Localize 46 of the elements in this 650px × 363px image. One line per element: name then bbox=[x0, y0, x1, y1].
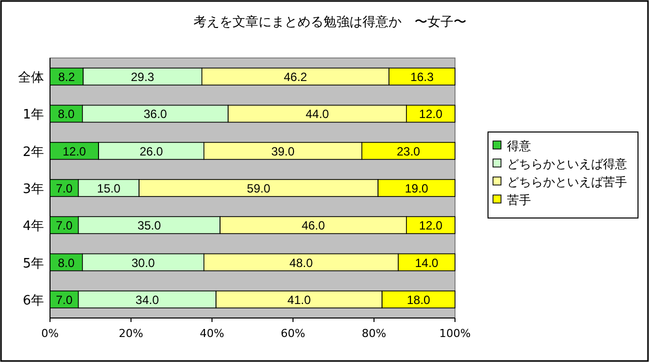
data-label: 48.0 bbox=[289, 256, 314, 270]
data-label: 12.0 bbox=[419, 107, 443, 122]
x-tick-label: 60% bbox=[280, 327, 306, 340]
y-tick-label: 5年 bbox=[22, 256, 44, 272]
data-label: 7.0 bbox=[56, 218, 73, 233]
data-label: 59.0 bbox=[246, 182, 271, 196]
data-label: 44.0 bbox=[306, 107, 330, 122]
legend-label: 苦手 bbox=[507, 193, 531, 207]
data-label: 8.0 bbox=[58, 256, 75, 270]
y-tick-label: 6年 bbox=[22, 293, 44, 308]
data-label: 12.0 bbox=[62, 144, 86, 158]
legend-label: どちらかといえば得意 bbox=[507, 157, 627, 171]
y-tick-label: 4年 bbox=[22, 219, 44, 234]
data-label: 26.0 bbox=[140, 144, 164, 158]
data-label: 35.0 bbox=[138, 218, 162, 233]
data-label: 46.0 bbox=[302, 218, 326, 233]
legend-label: 得意 bbox=[507, 139, 531, 153]
data-label: 30.0 bbox=[131, 256, 156, 270]
data-label: 46.2 bbox=[284, 70, 308, 84]
y-tick-label: 全体 bbox=[18, 70, 44, 86]
x-tick-label: 80% bbox=[362, 327, 386, 340]
y-tick-label: 3年 bbox=[22, 182, 44, 197]
data-label: 8.2 bbox=[58, 70, 76, 84]
x-tick-label: 40% bbox=[200, 327, 224, 340]
data-label: 14.0 bbox=[414, 256, 439, 270]
data-label: 34.0 bbox=[136, 292, 160, 307]
y-tick-label: 1年 bbox=[22, 108, 44, 123]
data-label: 39.0 bbox=[271, 144, 295, 158]
data-label: 19.0 bbox=[404, 182, 429, 196]
data-label: 12.0 bbox=[419, 218, 443, 233]
legend-label: どちらかといえば苦手 bbox=[507, 175, 627, 189]
data-label: 16.3 bbox=[410, 70, 434, 84]
data-label: 8.0 bbox=[58, 107, 75, 122]
data-label: 15.0 bbox=[97, 182, 121, 196]
chart-title: 考えを文章にまとめる勉強は得意か 〜女子〜 bbox=[194, 15, 466, 30]
y-tick-label: 2年 bbox=[22, 144, 44, 160]
data-label: 36.0 bbox=[144, 107, 168, 122]
data-label: 18.0 bbox=[406, 292, 431, 307]
x-tick-label: 100% bbox=[439, 327, 471, 340]
data-label: 41.0 bbox=[287, 292, 312, 307]
x-tick-label: 0% bbox=[41, 327, 59, 340]
data-label: 23.0 bbox=[396, 144, 420, 158]
x-tick-label: 20% bbox=[118, 327, 144, 340]
data-label: 29.3 bbox=[130, 70, 155, 84]
data-label: 7.0 bbox=[56, 292, 73, 307]
data-label: 7.0 bbox=[56, 182, 73, 196]
